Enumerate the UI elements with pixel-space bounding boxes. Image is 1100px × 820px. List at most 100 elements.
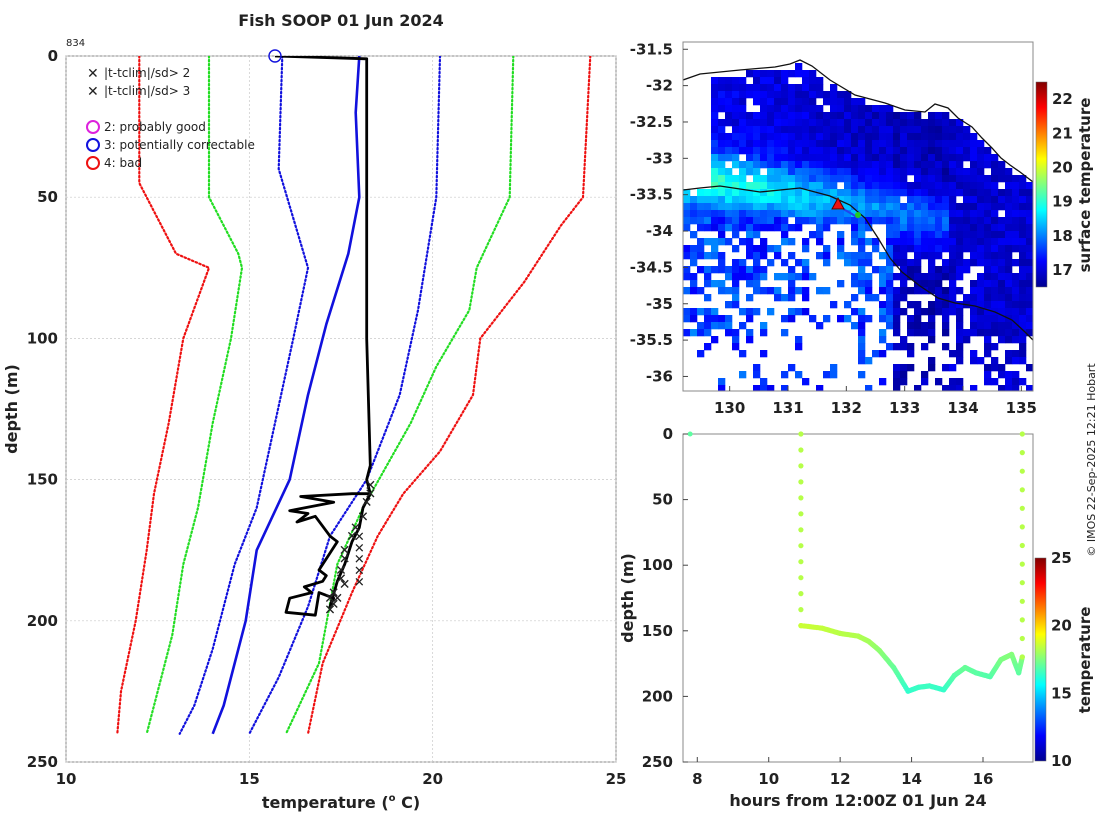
sst-cell [935, 196, 943, 204]
flag-red-x: ✕ [354, 530, 365, 545]
sst-cell [732, 119, 740, 127]
depth-time-point [687, 431, 693, 437]
sst-cell [837, 119, 845, 127]
sst-cell [928, 182, 936, 190]
depth-time-point [1019, 580, 1025, 586]
sst-cell [998, 259, 1006, 267]
sst-cell [767, 140, 775, 148]
sst-cell [788, 175, 796, 183]
sst-cell [837, 126, 845, 134]
sst-cell [879, 378, 887, 386]
sst-cell [802, 308, 810, 316]
sst-cell [1005, 217, 1013, 225]
sst-cell [760, 98, 768, 106]
sst-cell [697, 266, 705, 274]
sst-cell [711, 91, 719, 99]
sst-cell [977, 301, 985, 309]
sst-cell [788, 112, 796, 120]
sst-cell [809, 147, 817, 155]
sst-cell [956, 378, 964, 386]
sst-cell [1026, 301, 1033, 309]
sst-cell [984, 189, 992, 197]
sst-cell [984, 308, 992, 316]
sst-cell [921, 203, 929, 211]
sst-cell [900, 371, 908, 379]
sst-cell [1026, 224, 1033, 232]
sst-cell [900, 224, 908, 232]
sst-cell [858, 119, 866, 127]
sst-cell [914, 252, 922, 260]
sst-cell [753, 273, 761, 281]
sst-cell [711, 126, 719, 134]
sst-cell [949, 126, 957, 134]
sst-cell [893, 210, 901, 218]
sst-cell [725, 84, 733, 92]
sst-cell [788, 161, 796, 169]
sst-cell [1019, 252, 1027, 260]
sst-cell [1005, 231, 1013, 239]
sst-cell [935, 168, 943, 176]
sst-cell [886, 161, 894, 169]
sst-cell [795, 182, 803, 190]
flag-red-x: ✕ [354, 575, 365, 590]
sst-cell [886, 217, 894, 225]
sst-cell [1019, 238, 1027, 246]
sst-cell [914, 308, 922, 316]
sst-cell [893, 273, 901, 281]
sst-cell [746, 154, 754, 162]
ship-track-end-marker [855, 212, 861, 218]
sst-cell [774, 133, 782, 141]
sst-cell [802, 182, 810, 190]
sst-cell [683, 252, 691, 260]
sst-cell [900, 238, 908, 246]
depth-time-y-tick-label: 0 [663, 425, 673, 443]
sst-cell [935, 203, 943, 211]
sst-cell [830, 84, 838, 92]
sst-cell [732, 91, 740, 99]
sst-cell [746, 245, 754, 253]
sst-cell [753, 287, 761, 295]
sst-cell [858, 238, 866, 246]
figure-title: Fish SOOP 01 Jun 2024 [238, 11, 444, 30]
sst-cell [1012, 210, 1020, 218]
sst-cell [998, 280, 1006, 288]
sst-cell [1019, 224, 1027, 232]
sst-cell [795, 196, 803, 204]
sst-cell [1005, 182, 1013, 190]
sst-cell [760, 287, 768, 295]
sst-cell [802, 238, 810, 246]
sst-cell [893, 140, 901, 148]
sst-cell [704, 294, 712, 302]
sst-cell [914, 329, 922, 337]
sst-cell [697, 308, 705, 316]
sst-cell [704, 203, 712, 211]
sst-cell [690, 203, 698, 211]
sst-cell [970, 350, 978, 358]
sst-cell [928, 287, 936, 295]
sst-cell [788, 294, 796, 302]
sst-cell [921, 175, 929, 183]
sst-cell [1005, 224, 1013, 232]
sst-cell [893, 308, 901, 316]
sst-cell [977, 182, 985, 190]
sst-cell [725, 98, 733, 106]
sst-cell [872, 182, 880, 190]
sst-cell [963, 168, 971, 176]
sst-cell [879, 161, 887, 169]
sst-cell [886, 196, 894, 204]
sst-cell [977, 147, 985, 155]
sst-cell [858, 280, 866, 288]
sst-cell [886, 315, 894, 323]
sst-cell [753, 245, 761, 253]
depth-time-x-tick-label: 8 [692, 770, 702, 788]
sst-cell [963, 140, 971, 148]
sst-cell [914, 203, 922, 211]
profile-x-tick-label: 15 [239, 770, 260, 788]
sst-cell [746, 147, 754, 155]
sst-cell [823, 189, 831, 197]
sst-cell [928, 210, 936, 218]
sst-cell [851, 322, 859, 330]
sst-cell [767, 70, 775, 78]
sst-cell [781, 154, 789, 162]
